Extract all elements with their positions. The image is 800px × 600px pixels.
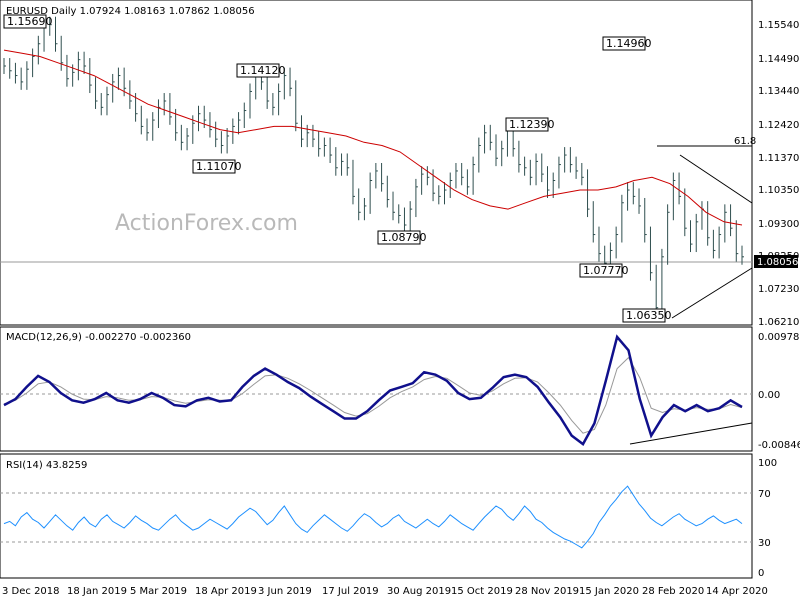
svg-text:1.06350: 1.06350 [626,309,672,322]
date-tick: 15 Jan 2020 [579,586,639,597]
svg-text:1.07770: 1.07770 [583,264,629,277]
macd-trendline [629,422,753,445]
watermark: ActionForex.com [115,211,298,236]
annotation-6: 1.14960 [602,36,652,51]
date-tick: 17 Jul 2019 [322,586,379,597]
date-tick: 30 Aug 2019 [387,586,451,597]
macd-signal-line [3,356,743,434]
annotation-3: 1.11070 [192,159,242,174]
rsi-tick: 70 [758,489,771,500]
date-tick: 3 Dec 2018 [2,586,60,597]
price-tick: 1.13440 [758,86,799,97]
price-panel: EURUSD Daily 1.07924 1.08163 1.07862 1.0… [0,0,799,328]
price-tick: 1.07230 [758,284,799,295]
price-tick: 1.14490 [758,54,799,65]
svg-text:1.08790: 1.08790 [381,231,427,244]
fib-618-label: 61.8 [734,136,756,147]
date-tick: 15 Oct 2019 [451,586,513,597]
moving-average-line [3,49,743,226]
price-tick: 1.11370 [758,153,799,164]
macd-main-line [3,334,743,446]
macd-tick: -0.008464 [758,440,800,451]
annotation-7: 1.07770 [579,263,629,278]
macd-panel: MACD(12,26,9) -0.002270 -0.002360 0.0097… [0,326,800,452]
date-tick: 14 Apr 2020 [706,586,768,597]
time-axis: 3 Dec 2018 18 Jan 2019 5 Mar 2019 18 Apr… [2,586,768,597]
macd-panel-frame [0,326,753,452]
rsi-panel-frame [0,453,753,579]
date-tick: 28 Feb 2020 [642,586,704,597]
annotation-8: 1.06350 [622,308,672,323]
svg-text:1.11070: 1.11070 [196,160,242,173]
candle-series [3,16,744,316]
rsi-panel: RSI(14) 43.8259 100 70 30 0 [0,453,777,579]
price-tick: 1.09300 [758,219,799,230]
price-axis: 1.15540 1.14490 1.13440 1.12420 1.11370 … [758,20,799,328]
lower-trendline [671,267,753,319]
macd-tick: 0.00 [758,390,780,401]
price-title: EURUSD Daily 1.07924 1.08163 1.07862 1.0… [6,6,255,17]
rsi-tick: 100 [758,458,777,469]
date-tick: 18 Apr 2019 [195,586,257,597]
price-panel-frame [0,0,753,326]
rsi-tick: 30 [758,538,771,549]
date-tick: 18 Jan 2019 [67,586,127,597]
last-price-value: 1.08056 [757,257,798,268]
price-tick: 1.15540 [758,20,799,31]
macd-title: MACD(12,26,9) -0.002270 -0.002360 [6,332,191,343]
date-tick: 3 Jun 2019 [258,586,312,597]
svg-text:1.12390: 1.12390 [509,118,555,131]
macd-tick: 0.00978 [758,332,799,343]
date-tick: 5 Mar 2019 [130,586,187,597]
price-tick: 1.06210 [758,317,799,328]
price-tick: 1.12420 [758,120,799,131]
annotation-5: 1.12390 [505,117,555,132]
rsi-line [3,485,743,549]
svg-text:1.14120: 1.14120 [240,64,286,77]
last-price-badge [754,255,798,268]
annotation-2: 1.14120 [236,63,286,78]
rsi-tick: 0 [758,568,764,579]
upper-trendline [679,154,753,204]
price-tick: 1.10350 [758,185,799,196]
rsi-title: RSI(14) 43.8259 [6,460,87,471]
date-tick: 28 Nov 2019 [515,586,579,597]
annotation-1: 1.15690 [3,14,53,29]
svg-text:1.15690: 1.15690 [7,15,53,28]
annotation-4: 1.08790 [377,230,427,245]
svg-text:1.14960: 1.14960 [606,37,652,50]
